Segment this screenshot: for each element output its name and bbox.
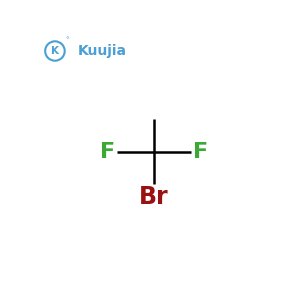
Text: Br: Br <box>139 184 169 208</box>
Text: °: ° <box>65 37 69 43</box>
Text: Kuujia: Kuujia <box>78 44 127 58</box>
Text: F: F <box>193 142 208 161</box>
Text: K: K <box>51 46 59 56</box>
Text: F: F <box>100 142 115 161</box>
